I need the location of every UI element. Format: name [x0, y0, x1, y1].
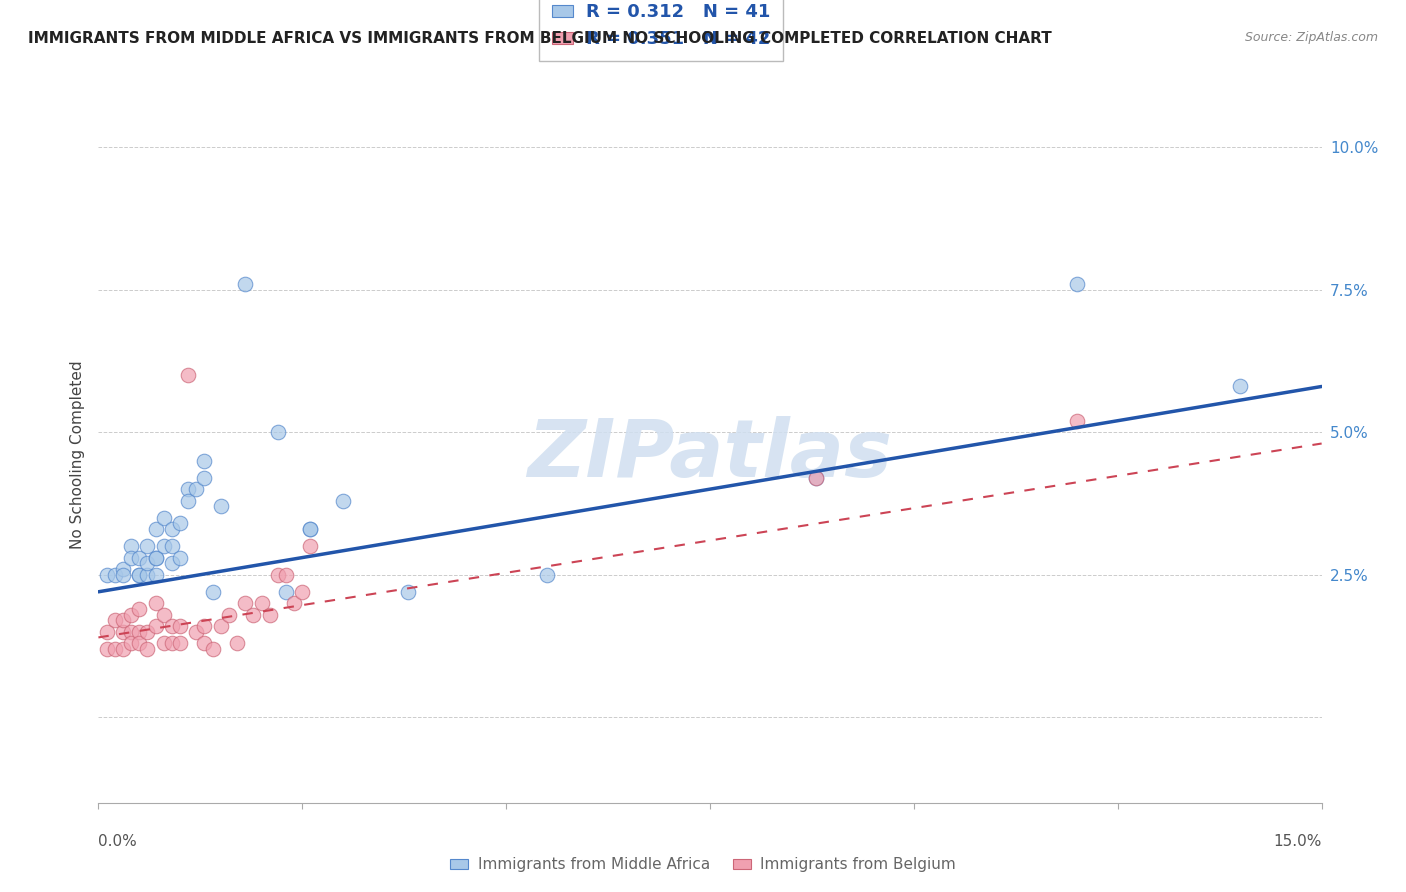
Point — [233, 596, 256, 610]
Point — [177, 482, 200, 496]
Point — [152, 607, 174, 622]
Point — [145, 550, 167, 565]
Point — [177, 368, 200, 382]
Point — [267, 425, 290, 439]
Text: 15.0%: 15.0% — [1274, 834, 1322, 849]
Point — [120, 624, 142, 639]
Point — [291, 584, 314, 599]
Point — [193, 453, 215, 467]
Y-axis label: No Schooling Completed: No Schooling Completed — [69, 360, 84, 549]
Point — [111, 613, 134, 627]
Point — [96, 624, 118, 639]
Point — [226, 636, 249, 650]
Point — [145, 550, 167, 565]
Point — [169, 550, 191, 565]
Point — [332, 493, 354, 508]
Point — [186, 482, 208, 496]
Text: ZIPatlas: ZIPatlas — [527, 416, 893, 494]
Point — [209, 619, 232, 633]
Point — [152, 539, 174, 553]
Point — [120, 636, 142, 650]
Point — [160, 619, 183, 633]
Point — [128, 567, 150, 582]
Point — [104, 567, 127, 582]
Point — [209, 500, 232, 514]
Point — [128, 602, 150, 616]
Point — [259, 607, 281, 622]
Point — [1229, 379, 1251, 393]
Point — [120, 550, 142, 565]
Point — [250, 596, 273, 610]
Point — [193, 471, 215, 485]
Point — [274, 567, 297, 582]
Point — [136, 556, 159, 570]
Point — [128, 624, 150, 639]
Point — [111, 567, 134, 582]
Point — [804, 471, 827, 485]
Point — [160, 539, 183, 553]
Text: IMMIGRANTS FROM MIDDLE AFRICA VS IMMIGRANTS FROM BELGIUM NO SCHOOLING COMPLETED : IMMIGRANTS FROM MIDDLE AFRICA VS IMMIGRA… — [28, 31, 1052, 46]
Point — [152, 510, 174, 524]
Point — [218, 607, 240, 622]
Point — [299, 539, 322, 553]
Legend: Immigrants from Middle Africa, Immigrants from Belgium: Immigrants from Middle Africa, Immigrant… — [443, 849, 963, 880]
Point — [201, 641, 224, 656]
Point — [396, 584, 419, 599]
Point — [145, 522, 167, 536]
Point — [120, 607, 142, 622]
Point — [136, 539, 159, 553]
Point — [169, 636, 191, 650]
Point — [283, 596, 305, 610]
Point — [193, 619, 215, 633]
Point — [111, 562, 134, 576]
Point — [104, 641, 127, 656]
Point — [233, 277, 256, 291]
Point — [145, 596, 167, 610]
Point — [128, 636, 150, 650]
Point — [104, 613, 127, 627]
Point — [536, 567, 558, 582]
Point — [120, 539, 142, 553]
Point — [201, 584, 224, 599]
Point — [111, 641, 134, 656]
Text: Source: ZipAtlas.com: Source: ZipAtlas.com — [1244, 31, 1378, 45]
Point — [177, 493, 200, 508]
Point — [804, 471, 827, 485]
Text: 0.0%: 0.0% — [98, 834, 138, 849]
Point — [111, 624, 134, 639]
Point — [274, 584, 297, 599]
Point — [128, 567, 150, 582]
Point — [267, 567, 290, 582]
Point — [299, 522, 322, 536]
Point — [145, 619, 167, 633]
Point — [128, 550, 150, 565]
Point — [96, 641, 118, 656]
Point — [160, 636, 183, 650]
Point — [242, 607, 264, 622]
Point — [145, 567, 167, 582]
Point — [169, 516, 191, 531]
Point — [169, 619, 191, 633]
Point — [136, 624, 159, 639]
Point — [186, 624, 208, 639]
Legend: R = 0.312   N = ​41, R = 0.351   N = ​42: R = 0.312 N = ​41, R = 0.351 N = ​42 — [538, 0, 783, 62]
Point — [193, 636, 215, 650]
Point — [160, 522, 183, 536]
Point — [1066, 277, 1088, 291]
Point — [160, 556, 183, 570]
Point — [1066, 414, 1088, 428]
Point — [152, 636, 174, 650]
Point — [136, 567, 159, 582]
Point — [299, 522, 322, 536]
Point — [96, 567, 118, 582]
Point — [136, 641, 159, 656]
